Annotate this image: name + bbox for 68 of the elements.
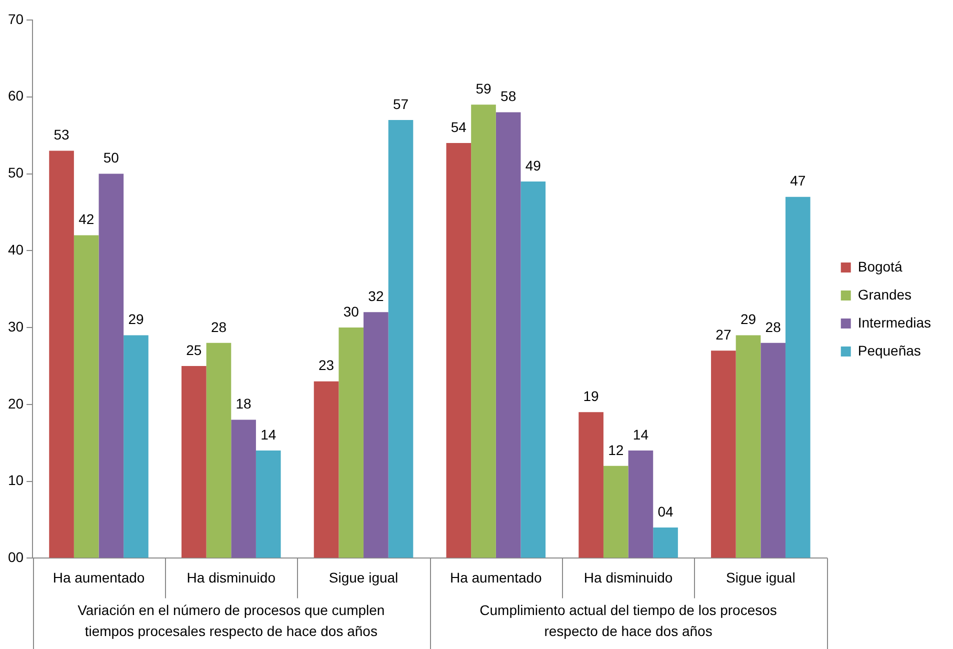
data-label: 47 bbox=[790, 172, 806, 189]
x-tick-label: Ha aumentado bbox=[52, 569, 145, 586]
data-label: 50 bbox=[103, 150, 120, 166]
data-label: 54 bbox=[450, 118, 467, 135]
x-tick-label: Sigue igual bbox=[726, 569, 796, 586]
bar bbox=[760, 342, 786, 558]
bar bbox=[256, 450, 281, 558]
bar bbox=[206, 342, 232, 558]
bar bbox=[98, 174, 124, 558]
x-tick-label: Sigue igual bbox=[328, 569, 398, 586]
y-tick-label: 70 bbox=[8, 10, 24, 27]
data-label: 27 bbox=[716, 326, 732, 342]
text: Variación en el número de procesos que cumplen tiempos procesales respecto de hace dos años bbox=[78, 602, 385, 640]
data-label: 28 bbox=[765, 318, 782, 335]
bar bbox=[446, 143, 472, 558]
bar bbox=[231, 420, 256, 558]
bar bbox=[628, 450, 654, 558]
bar bbox=[603, 466, 628, 558]
x-tick-label: Ha disminuido bbox=[186, 569, 276, 586]
bar bbox=[49, 150, 74, 558]
text: Cumplimiento actual del tiempo de los procesos respecto de hace dos años bbox=[480, 602, 777, 640]
data-label: 29 bbox=[128, 311, 144, 328]
bar bbox=[496, 112, 521, 558]
data-label: 28 bbox=[210, 318, 227, 335]
y-tick-label: 30 bbox=[8, 318, 24, 334]
bar bbox=[314, 381, 339, 558]
legend-label: Bogotá bbox=[858, 258, 902, 274]
bar bbox=[338, 328, 364, 558]
legend-label: Intermedias bbox=[858, 314, 932, 330]
bar bbox=[736, 335, 761, 558]
data-label: 04 bbox=[658, 503, 674, 520]
x-tick-label: Ha disminuido bbox=[584, 569, 673, 586]
bar bbox=[124, 335, 148, 558]
data-label: 14 bbox=[632, 426, 649, 442]
bar bbox=[388, 120, 414, 558]
bar bbox=[520, 181, 546, 558]
data-label: 32 bbox=[368, 288, 384, 304]
data-label: 57 bbox=[392, 96, 409, 112]
data-label: 42 bbox=[78, 211, 94, 228]
data-label: 53 bbox=[54, 126, 70, 143]
y-tick-label: 00 bbox=[8, 549, 24, 566]
data-label: 30 bbox=[343, 303, 360, 320]
bar bbox=[653, 527, 678, 558]
data-label: 14 bbox=[260, 426, 276, 442]
bar bbox=[785, 196, 810, 558]
legend-label: Grandes bbox=[858, 286, 912, 302]
x-tick-label: Ha aumentado bbox=[450, 569, 542, 586]
data-label: 58 bbox=[500, 88, 516, 104]
data-label: 23 bbox=[318, 357, 334, 374]
y-tick-label: 60 bbox=[8, 88, 24, 104]
y-tick-label: 20 bbox=[8, 395, 24, 412]
data-label: 49 bbox=[525, 157, 542, 174]
data-label: 12 bbox=[608, 442, 624, 458]
y-tick-label: 40 bbox=[8, 242, 24, 258]
y-tick-label: 50 bbox=[8, 164, 24, 181]
data-label: 59 bbox=[476, 80, 492, 96]
data-label: 29 bbox=[740, 311, 756, 328]
bar bbox=[711, 350, 736, 558]
data-label: 25 bbox=[186, 342, 202, 358]
legend-label: Pequeñas bbox=[858, 342, 921, 358]
data-label: 19 bbox=[583, 388, 600, 404]
bar bbox=[182, 366, 206, 558]
data-label: 18 bbox=[236, 396, 252, 412]
bar bbox=[74, 235, 99, 558]
bar bbox=[471, 104, 496, 558]
y-tick-label: 10 bbox=[8, 472, 24, 488]
bar bbox=[578, 412, 604, 558]
bar bbox=[364, 312, 388, 558]
